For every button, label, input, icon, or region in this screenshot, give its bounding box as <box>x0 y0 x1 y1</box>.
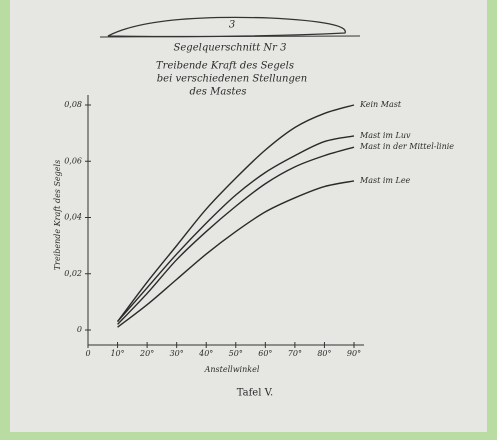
series-label: Mast im Lee <box>359 176 411 185</box>
x-tick-label: 80° <box>317 349 331 358</box>
x-tick-label: 10° <box>110 349 124 358</box>
x-tick-label: 60° <box>258 349 272 358</box>
y-tick-label: 0,06 <box>64 156 82 165</box>
x-tick-label: 70° <box>288 349 302 358</box>
y-tick-label: 0,04 <box>64 213 82 222</box>
series-label: Mast in der Mittel-linie <box>359 142 454 151</box>
title-line: des Mastes <box>189 87 246 98</box>
y-tick-label: 0 <box>77 325 82 334</box>
x-tick-label: 90° <box>347 349 361 358</box>
x-tick-label: 50° <box>229 349 243 358</box>
x-tick-label: 20° <box>139 349 154 358</box>
caption: Tafel V. <box>237 388 274 399</box>
title-line: bei verschiedenen Stellungen <box>157 74 307 85</box>
series-label: Mast im Luv <box>359 131 411 140</box>
x-tick-label: 40° <box>198 349 213 358</box>
subtitle: Segelquerschnitt Nr 3 <box>174 43 287 54</box>
y-tick-label: 0,08 <box>64 100 82 109</box>
x-axis-label: Anstellwinkel <box>204 365 260 374</box>
x-tick-label: 0 <box>85 349 90 358</box>
airfoil-label: 3 <box>229 20 235 31</box>
chart: 3 Segelquerschnitt Nr 3 Treibende Kraft … <box>0 0 497 440</box>
title-line: Treibende Kraft des Segels <box>156 61 294 72</box>
x-tick-label: 30° <box>170 349 184 358</box>
y-axis-label: Treibende Kraft des Segels <box>53 160 62 270</box>
y-tick-label: 0,02 <box>64 269 82 278</box>
series-label: Kein Mast <box>359 100 402 109</box>
page: 3 Segelquerschnitt Nr 3 Treibende Kraft … <box>0 0 497 440</box>
